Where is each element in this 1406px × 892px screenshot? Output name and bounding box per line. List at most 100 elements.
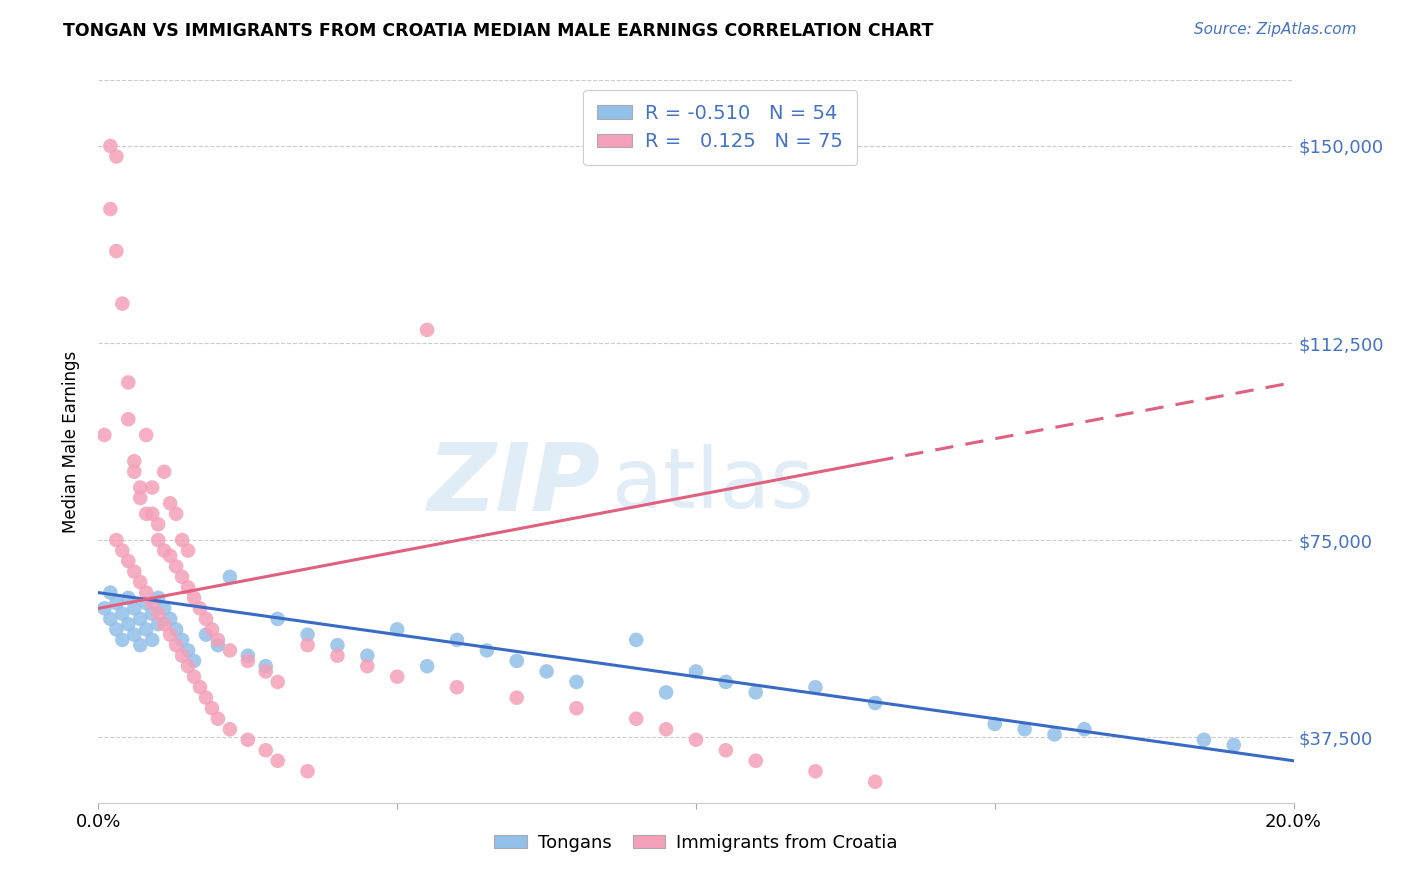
Point xyxy=(129,481,152,495)
Point xyxy=(326,638,349,652)
Text: ZIP: ZIP xyxy=(427,439,600,531)
Point xyxy=(506,654,529,668)
Point xyxy=(129,612,152,626)
Point xyxy=(565,675,588,690)
Point xyxy=(172,648,194,663)
Point xyxy=(188,601,211,615)
Point xyxy=(135,507,157,521)
Point xyxy=(188,680,211,694)
Point xyxy=(105,149,128,163)
Point xyxy=(105,244,128,258)
Point xyxy=(105,596,128,610)
Point xyxy=(117,554,139,568)
Point xyxy=(267,612,290,626)
Point xyxy=(129,638,152,652)
Point xyxy=(254,665,277,679)
Point xyxy=(98,202,122,216)
Point xyxy=(148,617,170,632)
Point xyxy=(177,580,200,594)
Point xyxy=(219,570,242,584)
Point xyxy=(177,543,200,558)
Point xyxy=(536,665,558,679)
Point xyxy=(356,659,378,673)
Point xyxy=(153,617,176,632)
Point xyxy=(685,665,707,679)
Point xyxy=(236,732,259,747)
Point xyxy=(416,659,439,673)
Point xyxy=(159,496,181,510)
Point xyxy=(172,533,194,547)
Point xyxy=(1073,723,1095,737)
Point xyxy=(195,627,218,641)
Point xyxy=(159,549,181,563)
Point xyxy=(297,638,319,652)
Point xyxy=(141,507,163,521)
Point xyxy=(201,623,224,637)
Point xyxy=(141,632,163,647)
Point xyxy=(446,632,468,647)
Point xyxy=(153,465,176,479)
Point xyxy=(165,638,187,652)
Point xyxy=(93,601,115,615)
Point xyxy=(267,754,290,768)
Point xyxy=(172,632,194,647)
Point xyxy=(177,643,200,657)
Text: atlas: atlas xyxy=(613,444,814,525)
Point xyxy=(1014,723,1036,737)
Point xyxy=(267,675,290,690)
Point xyxy=(183,591,205,605)
Point xyxy=(1223,738,1246,752)
Point xyxy=(124,454,146,468)
Point xyxy=(297,627,319,641)
Point xyxy=(135,596,157,610)
Point xyxy=(98,139,122,153)
Point xyxy=(655,685,678,699)
Point xyxy=(124,565,146,579)
Text: TONGAN VS IMMIGRANTS FROM CROATIA MEDIAN MALE EARNINGS CORRELATION CHART: TONGAN VS IMMIGRANTS FROM CROATIA MEDIAN… xyxy=(63,22,934,40)
Y-axis label: Median Male Earnings: Median Male Earnings xyxy=(62,351,80,533)
Point xyxy=(124,465,146,479)
Point xyxy=(98,585,122,599)
Point xyxy=(177,659,200,673)
Point xyxy=(219,723,242,737)
Point xyxy=(804,764,827,779)
Point xyxy=(475,643,498,657)
Point xyxy=(129,575,152,590)
Point xyxy=(153,601,176,615)
Point xyxy=(254,659,277,673)
Point xyxy=(111,296,134,310)
Point xyxy=(984,717,1007,731)
Point xyxy=(141,481,163,495)
Point xyxy=(98,612,122,626)
Point xyxy=(135,623,157,637)
Point xyxy=(111,543,134,558)
Point xyxy=(117,376,139,390)
Point xyxy=(117,617,139,632)
Point xyxy=(804,680,827,694)
Point xyxy=(117,412,139,426)
Point xyxy=(865,696,887,710)
Point xyxy=(172,570,194,584)
Point xyxy=(124,601,146,615)
Point xyxy=(865,774,887,789)
Point xyxy=(111,632,134,647)
Point xyxy=(655,723,678,737)
Point xyxy=(135,585,157,599)
Point xyxy=(1043,727,1066,741)
Point xyxy=(326,648,349,663)
Point xyxy=(153,543,176,558)
Point xyxy=(297,764,319,779)
Point xyxy=(626,712,648,726)
Point xyxy=(207,638,229,652)
Point xyxy=(111,607,134,621)
Point xyxy=(148,607,170,621)
Point xyxy=(714,743,737,757)
Point xyxy=(148,591,170,605)
Point xyxy=(183,670,205,684)
Point xyxy=(745,754,768,768)
Point xyxy=(141,607,163,621)
Point xyxy=(685,732,707,747)
Point xyxy=(159,627,181,641)
Point xyxy=(1192,732,1215,747)
Point xyxy=(165,507,187,521)
